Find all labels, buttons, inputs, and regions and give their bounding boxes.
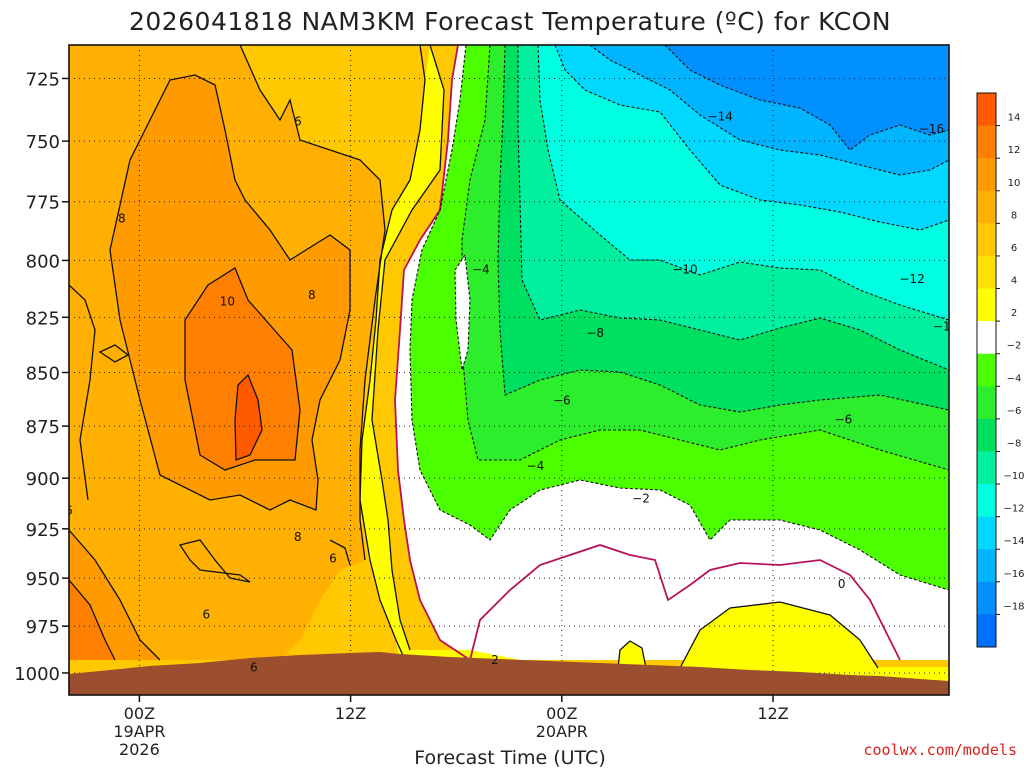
colorbar-label: −14 — [1003, 536, 1024, 547]
contour-label-group: 6 8 10 8 6 8 6 6 6 2 −14 −16 −4 −10 −12 −8 −10 −6 −6 −4 −2 0 — [65, 109, 958, 674]
contour-label: 8 — [308, 288, 316, 302]
contour-label: 10 — [220, 295, 235, 309]
contour-label: −10 — [672, 263, 697, 277]
plot-frame — [68, 44, 950, 696]
colorbar-label: −8 — [1007, 438, 1022, 449]
contour-label: −10 — [933, 319, 958, 333]
band-2-to-4-lower-hill — [680, 602, 878, 668]
colorbar-swatch — [977, 223, 996, 257]
contour-label: 6 — [65, 504, 73, 518]
x-tick-label: 12Z — [757, 704, 788, 723]
plot-area: 6 8 10 8 6 8 6 6 6 2 −14 −16 −4 −10 −12 −8 −10 −6 −6 −4 −2 0 — [65, 45, 958, 695]
contour-lines-dashed — [409, 45, 949, 591]
grid-lines — [69, 45, 949, 695]
band-10-to-12 — [185, 268, 300, 470]
terrain-ground — [69, 652, 949, 695]
contour-label: 6 — [294, 114, 302, 128]
colorbar-swatch — [977, 158, 996, 192]
contour-label: 8 — [118, 211, 126, 225]
colorbar-swatch — [977, 484, 996, 518]
colorbar-swatch — [977, 190, 996, 224]
colorbar-label: −2 — [1007, 341, 1022, 352]
y-tick-label: 875 — [26, 417, 60, 438]
y-tick-label: 900 — [26, 469, 60, 490]
x-tick-label: 19APR — [113, 722, 165, 741]
zero-degree-contour — [394, 45, 901, 661]
colorbar-label: 12 — [1008, 145, 1021, 156]
contour-label: −6 — [835, 413, 853, 427]
colorbar-swatch — [977, 386, 996, 420]
band-10-to-12-surface — [69, 580, 115, 660]
x-tick-label: 20APR — [536, 722, 588, 741]
contour-label: −8 — [586, 326, 604, 340]
colorbar-frame — [976, 92, 997, 648]
colorbar-label: 14 — [1008, 113, 1021, 124]
x-axis-label: Forecast Time (UTC) — [414, 747, 605, 768]
credit-link[interactable]: coolwx.com/models — [863, 741, 1017, 759]
colorbar-label: 2 — [1011, 308, 1017, 319]
colorbar: 14 12 10 8 6 4 2 −2 −4 −6 −8 −10 −12 −14 −16 −18 — [976, 92, 1024, 648]
contour-label: −12 — [899, 272, 924, 286]
colorbar-swatch — [977, 516, 996, 550]
colorbar-swatch — [977, 288, 996, 322]
colorbar-label: −10 — [1003, 471, 1024, 482]
y-tick-label: 800 — [26, 251, 60, 272]
colorbar-swatch — [977, 549, 996, 583]
colorbar-swatch — [977, 353, 996, 387]
colorbar-label: −6 — [1007, 406, 1022, 417]
colorbar-swatch — [977, 451, 996, 485]
colorbar-label: 6 — [1011, 243, 1017, 254]
colorbar-label: −18 — [1003, 601, 1024, 612]
contour-label: −4 — [472, 263, 490, 277]
colorbar-swatch — [977, 418, 996, 452]
contour-label: −2 — [632, 492, 650, 506]
contour-label: −6 — [553, 394, 571, 408]
contour-label: 0 — [838, 577, 846, 591]
colorbar-label: 4 — [1011, 276, 1017, 287]
x-tick-label: 00Z — [124, 704, 155, 723]
colorbar-label: −4 — [1007, 373, 1022, 384]
y-tick-label: 925 — [26, 520, 60, 541]
contour-lines-solid — [69, 45, 879, 669]
colorbar-swatch — [977, 255, 996, 290]
y-tick-label: 725 — [26, 69, 60, 90]
colorbar-label: −16 — [1003, 569, 1024, 580]
y-tick-label: 750 — [26, 132, 60, 153]
colorbar-label: −12 — [1003, 504, 1024, 515]
band-2-to-4-lower-blob — [618, 641, 646, 668]
y-tick-label: 850 — [26, 364, 60, 385]
contour-label: −14 — [708, 109, 733, 123]
x-tick-label: 00Z — [546, 704, 577, 723]
colorbar-label: 10 — [1008, 178, 1021, 189]
y-axis: 725 750 775 800 825 850 875 900 925 950 975 1000 — [14, 69, 69, 685]
y-tick-label: 825 — [26, 308, 60, 329]
colorbar-swatch — [977, 581, 996, 615]
x-tick-label: 12Z — [335, 704, 366, 723]
y-tick-label: 775 — [26, 193, 60, 214]
x-tick-label: 2026 — [119, 740, 160, 759]
contour-label: 8 — [294, 530, 302, 544]
band-minus16-to-minus18 — [665, 45, 949, 150]
y-tick-label: 975 — [26, 617, 60, 638]
band-12-to-14 — [235, 375, 262, 460]
colorbar-swatch — [977, 93, 996, 127]
colorbar-label: 8 — [1011, 210, 1017, 221]
colorbar-swatch — [977, 125, 996, 159]
colorbar-swatch — [977, 614, 996, 648]
contour-label: −4 — [527, 459, 545, 473]
colorbar-swatch — [977, 321, 996, 355]
contour-label: −16 — [919, 122, 944, 136]
contour-label: 2 — [491, 653, 499, 667]
contour-label: 6 — [250, 660, 258, 674]
contour-label: 6 — [329, 552, 337, 566]
contour-label: 6 — [202, 608, 210, 622]
chart-title: 2026041818 NAM3KM Forecast Temperature (… — [129, 7, 891, 36]
y-tick-label: 950 — [26, 569, 60, 590]
y-tick-label: 1000 — [14, 664, 60, 685]
